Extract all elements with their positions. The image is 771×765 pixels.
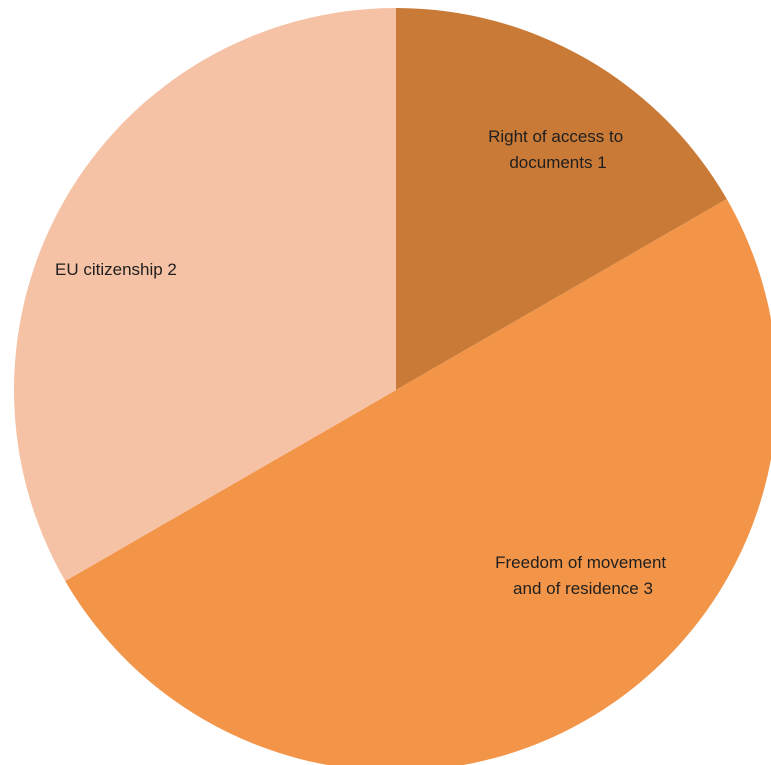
pie-labels: Right of access to documents 1 Freedom o… [55, 127, 671, 598]
slice-eu-citizenship [14, 8, 397, 581]
slice-label-freedom-of-movement: Freedom of movement and of residence 3 [495, 553, 671, 598]
slice-freedom-of-movement [65, 199, 771, 765]
slice-label-right-of-access: Right of access to documents 1 [488, 127, 628, 172]
slice-label-eu-citizenship: EU citizenship 2 [55, 260, 177, 279]
slice-right-of-access [396, 8, 727, 390]
pie-slices [14, 8, 771, 765]
